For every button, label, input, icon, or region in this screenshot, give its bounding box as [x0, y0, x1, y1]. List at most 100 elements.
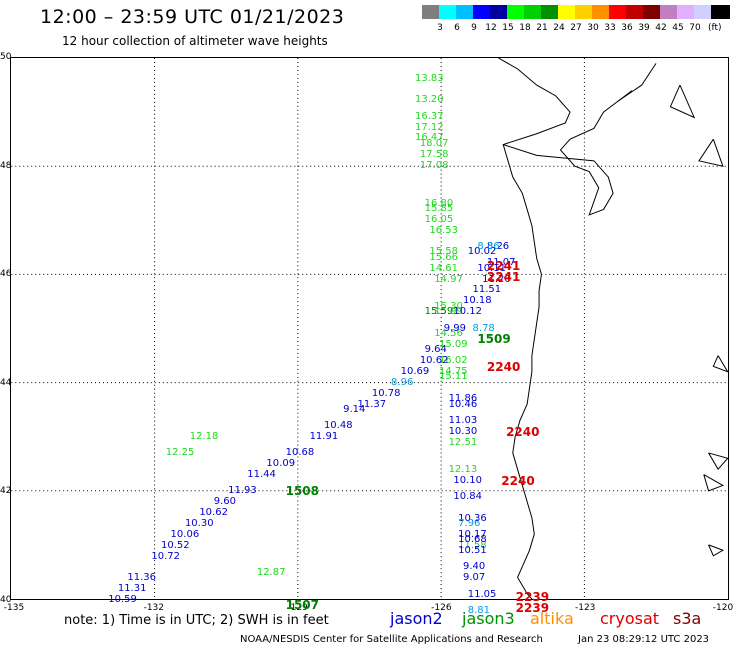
- wave-height-label: 10.09: [266, 458, 296, 470]
- pass-time-label: 2240: [486, 359, 521, 374]
- wave-height-label: 17.58: [419, 148, 449, 160]
- legend-swatch: [711, 5, 730, 19]
- legend-label: 39: [638, 23, 650, 33]
- footer-timestamp: Jan 23 08:29:12 UTC 2023: [578, 634, 710, 645]
- wave-height-label: 10.11: [477, 262, 506, 274]
- coastline: [498, 58, 571, 599]
- lon-tick-label: -129: [287, 603, 308, 613]
- wave-height-label: 11.86: [448, 393, 478, 405]
- lat-tick-label: 40: [0, 595, 12, 605]
- legend-swatch: [456, 5, 475, 19]
- wave-height-label: 9.07: [462, 572, 486, 584]
- wave-height-label: 12.51: [448, 436, 478, 448]
- wave-height-label: 9.99: [443, 322, 467, 334]
- legend-label: 9: [471, 23, 477, 33]
- satellite-name: altika: [530, 609, 574, 628]
- wave-height-label: 14.56: [434, 327, 463, 339]
- legend-swatch: [575, 5, 594, 19]
- wave-height-label: 15.99: [434, 306, 463, 318]
- wave-height-label: 15.58: [429, 246, 459, 258]
- puget-sound-outline: [503, 90, 633, 216]
- pass-time-label: 1509: [477, 332, 511, 347]
- wave-height-label: 8.26: [486, 241, 510, 253]
- wave-height-label: 10.78: [371, 387, 401, 399]
- wave-height-label: 8.96: [391, 376, 414, 388]
- legend-label: 15: [502, 23, 514, 33]
- satellite-name: jason2: [390, 609, 443, 628]
- wave-height-label: 10.36: [458, 512, 487, 524]
- wave-height-label: 11.51: [472, 284, 502, 296]
- wave-height-label: 10.59: [108, 594, 137, 605]
- legend-swatch: [473, 5, 492, 19]
- wave-height-label: 9.60: [213, 496, 236, 508]
- legend-label: 21: [536, 23, 548, 33]
- legend-swatch: [660, 5, 679, 19]
- legend-swatch: [592, 5, 611, 19]
- wave-height-label: 14.97: [434, 273, 463, 285]
- wave-height-label: 10.52: [160, 539, 190, 551]
- wave-height-label: 12.87: [256, 566, 286, 578]
- wave-height-label: 11.93: [228, 485, 257, 497]
- wave-height-label: 14.61: [429, 262, 459, 274]
- wave-height-label: 8.81: [467, 604, 490, 616]
- legend-swatch: [626, 5, 645, 19]
- lake-outline: [712, 355, 728, 373]
- legend-swatch: [643, 5, 662, 19]
- wave-height-label: 11.31: [117, 583, 147, 595]
- wave-height-label: 10.02: [467, 246, 497, 258]
- wave-height-label: 12.18: [189, 431, 219, 443]
- legend-unit: (ft): [708, 23, 722, 33]
- map-title: 12:00 – 23:59 UTC 01/21/2023: [40, 6, 345, 28]
- lon-tick-label: -132: [143, 603, 165, 613]
- wave-height-label: 10.06: [170, 528, 200, 540]
- wave-height-label: 10.48: [323, 420, 353, 432]
- footer-credit: NOAA/NESDIS Center for Satellite Applica…: [240, 634, 543, 645]
- lake-outline: [708, 544, 725, 557]
- wave-height-label: 10.68: [285, 447, 315, 459]
- wave-height-label: 9.40: [462, 561, 486, 573]
- wave-height-label: 16.37: [415, 110, 444, 122]
- legend-label: 36: [621, 23, 633, 33]
- wave-height-label: 10.10: [453, 474, 482, 486]
- wave-height-label: 11.03: [448, 414, 478, 426]
- wave-height-label: 11.05: [467, 588, 497, 600]
- pass-time-label: 2239: [515, 590, 550, 605]
- wave-height-label: 7.96: [458, 517, 481, 529]
- wave-height-label: 9.14: [343, 403, 366, 415]
- legend-swatch: [524, 5, 543, 19]
- wave-height-label: 11.91: [309, 431, 339, 443]
- legend-swatch: [677, 5, 696, 19]
- legend-swatch: [507, 5, 526, 19]
- pass-time-label: 1507: [285, 598, 319, 613]
- lon-tick-label: -135: [3, 603, 25, 613]
- lat-tick-label: 44: [0, 377, 12, 388]
- wave-height-label: 16.80: [424, 197, 454, 209]
- lon-tick-label: -120: [712, 603, 734, 613]
- wave-height-label: 10.51: [458, 545, 487, 557]
- wave-height-label: 10.17: [458, 528, 487, 540]
- pass-time-label: 2239: [515, 601, 550, 616]
- legend-swatch: [422, 5, 441, 19]
- pass-time-label: 2240: [501, 473, 535, 488]
- lake-outline: [703, 474, 725, 492]
- wave-height-label: 11.07: [486, 257, 516, 269]
- wave-height-label: 16.47: [415, 132, 444, 144]
- legend-label: 70: [689, 23, 701, 33]
- wave-height-label: 11.36: [127, 572, 157, 584]
- wave-height-label: 10.46: [448, 398, 478, 410]
- legend-swatch: [609, 5, 628, 19]
- wave-height-label: 11.37: [357, 398, 387, 410]
- wave-height-label: 10.12: [453, 306, 482, 318]
- pass-time-label: 2240: [506, 424, 540, 439]
- wave-height-label: 10.62: [199, 507, 228, 519]
- wave-height-label: 13.20: [415, 94, 444, 106]
- wave-height-label: 10.62: [419, 355, 449, 367]
- wave-height-label: 11.20: [482, 273, 511, 285]
- wave-height-label: 10.72: [151, 550, 181, 562]
- wave-height-label: 9.64: [424, 344, 447, 356]
- legend-label: 42: [655, 23, 667, 33]
- wave-height-label: 8.36: [477, 241, 500, 253]
- legend-label: 27: [570, 23, 582, 33]
- wave-height-label: 8.78: [472, 322, 495, 334]
- legend-label: 18: [519, 23, 531, 33]
